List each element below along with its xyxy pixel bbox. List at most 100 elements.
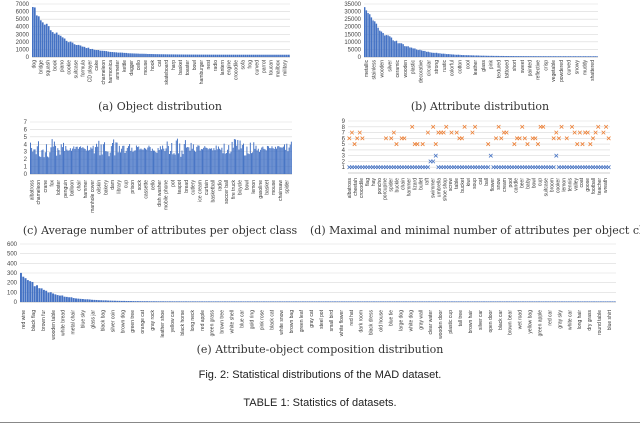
bar — [149, 147, 151, 174]
bar — [109, 51, 112, 57]
bar — [334, 301, 336, 302]
bar — [445, 54, 448, 57]
bar — [124, 152, 126, 174]
bar — [422, 50, 424, 57]
bar — [31, 281, 34, 302]
chart-a-panel: 0 1000 2000 3000 4000 5000 6000 7000 dog bridge sq… — [0, 0, 320, 115]
bar — [118, 300, 121, 302]
table-caption: TABLE 1: Statistics of datasets. — [243, 397, 397, 409]
y-tick-label: 0 — [26, 55, 30, 61]
bar — [285, 301, 288, 302]
bar — [63, 296, 66, 302]
marker-max — [454, 130, 459, 135]
x-category-label: bullet — [418, 177, 424, 190]
x-category-label: pot — [170, 179, 176, 187]
bar — [50, 147, 52, 174]
bar — [134, 150, 136, 174]
bar — [125, 52, 127, 57]
marker-stroke — [606, 136, 611, 141]
bar — [464, 55, 466, 57]
bar — [205, 147, 207, 174]
bar — [244, 155, 246, 174]
bar — [459, 54, 461, 57]
bar — [95, 50, 98, 57]
bar — [51, 139, 53, 174]
bar — [531, 301, 534, 302]
marker-stroke — [441, 130, 446, 135]
bar — [606, 301, 609, 302]
bar — [127, 300, 130, 302]
bar — [479, 55, 481, 57]
bar — [64, 150, 66, 174]
bar — [30, 142, 31, 174]
bar — [172, 154, 174, 174]
marker-max — [577, 130, 582, 135]
bar — [89, 149, 91, 174]
bar — [592, 56, 595, 57]
bar — [179, 143, 181, 174]
marker-max — [470, 130, 475, 135]
x-category-label: sock — [137, 180, 143, 191]
bar — [101, 154, 103, 174]
x-category-label: hammer — [83, 180, 89, 199]
bar — [557, 56, 560, 57]
bar — [400, 301, 403, 302]
x-category-label: cat — [478, 177, 484, 184]
bar — [204, 54, 207, 57]
bar — [198, 301, 201, 302]
bar — [398, 301, 401, 302]
bar — [439, 301, 442, 302]
bar — [437, 53, 439, 57]
bar — [112, 143, 113, 174]
bar — [432, 301, 435, 302]
bar — [424, 50, 426, 57]
bar — [236, 145, 238, 174]
bar — [258, 54, 260, 57]
bar — [552, 56, 555, 57]
bar — [480, 301, 483, 302]
marker-max — [533, 136, 538, 141]
y-tick-label: 2 — [342, 159, 346, 165]
bar — [255, 145, 257, 174]
bar — [161, 149, 162, 174]
bar — [152, 301, 155, 302]
x-category-label: engine — [227, 60, 233, 75]
bar — [571, 56, 573, 57]
bar — [215, 145, 217, 174]
bar — [229, 153, 231, 174]
marker-max — [559, 124, 564, 129]
x-category-label: green tree — [130, 310, 136, 333]
x-category-label: green apple — [538, 310, 544, 337]
chart-d-panel: 1 2 3 4 5 6 7 8 9 albatross cheetah crocodile flag ha… — [310, 118, 640, 238]
bar — [450, 301, 453, 302]
x-category-label: fire truck — [231, 180, 237, 200]
bar — [324, 301, 327, 302]
bar — [87, 47, 90, 57]
bar — [613, 301, 616, 302]
x-category-label: long neck — [190, 310, 196, 332]
bar — [428, 301, 430, 302]
bar — [250, 153, 252, 174]
x-category-label: curved — [255, 60, 261, 75]
bar — [68, 297, 71, 302]
x-category-label: bicycle — [238, 180, 244, 196]
bar — [248, 154, 250, 174]
marker-stroke — [470, 130, 475, 135]
x-category-label: military — [283, 60, 289, 76]
x-category-label: suitcase — [543, 178, 549, 197]
x-category-label: mailbox — [276, 60, 282, 78]
bar — [49, 292, 52, 302]
x-category-label: powdered — [559, 60, 565, 82]
x-category-label: decorative — [419, 60, 425, 83]
bar — [453, 301, 456, 302]
bar — [192, 144, 194, 174]
x-category-label: brown bear — [508, 310, 514, 335]
bar — [45, 290, 48, 302]
y-tick-label: 2000 — [16, 40, 30, 46]
x-category-label: blue car — [240, 310, 246, 328]
marker-max — [572, 130, 577, 135]
bar — [109, 300, 112, 302]
bar — [369, 14, 371, 58]
bar — [564, 56, 566, 57]
bar — [230, 54, 233, 57]
